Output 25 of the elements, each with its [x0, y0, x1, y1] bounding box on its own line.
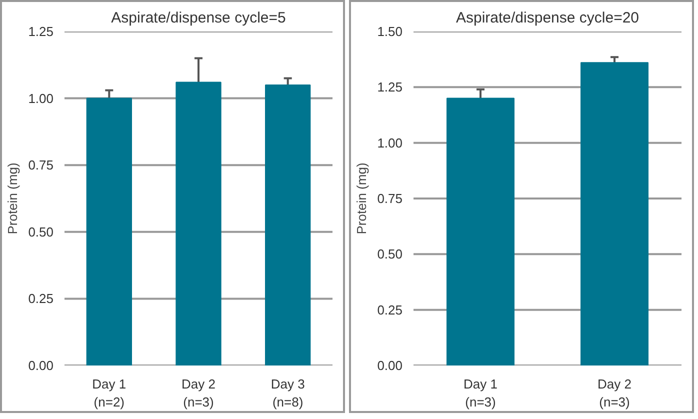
x-tick-label: Day 1 (n=2) — [92, 376, 126, 410]
bar — [176, 82, 222, 366]
y-tick-label: 0.75 — [377, 191, 403, 206]
y-tick-label: 0.50 — [377, 246, 403, 262]
y-tick-label: 0.25 — [28, 291, 54, 306]
y-tick-label: 0.50 — [28, 224, 54, 240]
bar — [86, 98, 132, 366]
y-tick-label: 1.00 — [377, 135, 403, 150]
x-tick-label: Day 2 (n=3) — [598, 376, 632, 410]
y-tick-label: 0.00 — [28, 358, 54, 373]
chart-title: Aspirate/dispense cycle=20 — [456, 10, 640, 26]
y-tick-label: 0.00 — [377, 358, 403, 373]
y-tick-label: 1.25 — [28, 24, 54, 39]
x-tick-label: Day 1 (n=3) — [464, 376, 498, 410]
chart-title: Aspirate/dispense cycle=5 — [111, 10, 286, 26]
y-axis-title: Protein (mg) — [354, 162, 370, 234]
bar — [265, 84, 311, 366]
y-tick-label: 0.75 — [28, 158, 54, 173]
y-tick-label: 1.25 — [377, 80, 403, 95]
y-tick-label: 1.50 — [377, 24, 403, 39]
y-axis-title: Protein (mg) — [5, 162, 20, 234]
y-tick-label: 0.25 — [377, 302, 403, 318]
x-tick-label: Day 3 (n=8) — [270, 376, 305, 410]
y-tick-label: 1.00 — [28, 90, 54, 106]
x-tick-label: Day 2 (n=3) — [182, 376, 216, 410]
